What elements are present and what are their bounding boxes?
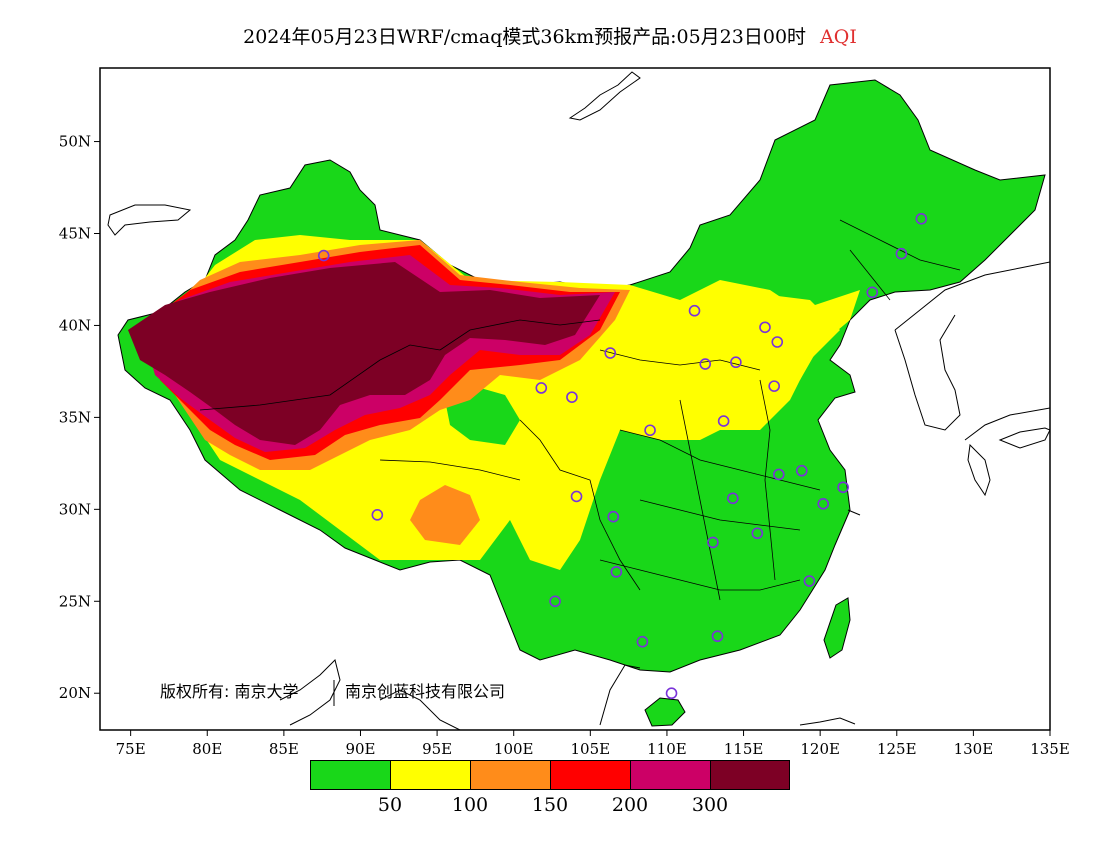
x-tick-label: 100E <box>494 740 534 758</box>
legend-swatch <box>550 760 630 790</box>
x-tick-label: 105E <box>571 740 611 758</box>
region-aqi-maroon <box>128 262 600 445</box>
legend-swatch <box>390 760 470 790</box>
map-title: 2024年05月23日WRF/cmaq模式36km预报产品:05月23日00时 A… <box>0 22 1100 49</box>
taiwan-island <box>823 597 851 659</box>
x-tick-label: 90E <box>345 740 375 758</box>
station-marker <box>915 212 928 225</box>
y-tick-label: 25N <box>59 592 91 610</box>
station-marker <box>570 490 583 503</box>
station-marker <box>535 382 548 394</box>
station-marker <box>727 492 739 505</box>
station-marker <box>751 527 764 540</box>
legend-label: 100 <box>451 794 489 816</box>
x-tick-label: 135E <box>1030 740 1070 758</box>
station-marker <box>837 481 849 494</box>
y-tick-label: 40N <box>59 316 91 334</box>
station-marker <box>636 635 649 648</box>
x-tick-label: 115E <box>724 740 764 758</box>
station-marker <box>610 566 623 578</box>
color-legend <box>310 760 790 792</box>
hainan-island <box>644 697 686 727</box>
legend-swatch <box>710 760 790 790</box>
station-marker <box>768 380 780 392</box>
station-marker <box>665 687 678 700</box>
x-tick-label: 130E <box>954 740 994 758</box>
copyright-left: 版权所有: 南京大学 <box>160 682 298 701</box>
x-axis: 75E 80E 85E 90E 95E 100E 105E 110E 115E 120E 125E 1… <box>116 730 1070 758</box>
legend-swatch <box>310 760 390 790</box>
legend-swatch <box>470 760 550 790</box>
y-tick-label: 35N <box>59 408 91 426</box>
station-marker <box>371 509 384 521</box>
legend-labels: 50 100 150 200 300 <box>310 794 790 818</box>
title-variable: AQI <box>820 26 857 48</box>
x-tick-label: 95E <box>422 740 452 758</box>
station-marker <box>549 595 561 608</box>
legend-label: 200 <box>611 794 649 816</box>
legend-label: 50 <box>377 794 403 816</box>
x-tick-label: 125E <box>877 740 917 758</box>
station-marker <box>817 498 830 510</box>
y-axis: 20N 25N 30N 35N 40N 45N 50N <box>59 133 100 702</box>
region-aqi-orange-patch <box>410 485 480 545</box>
station-marker <box>895 247 908 260</box>
legend-label: 150 <box>531 794 569 816</box>
x-tick-label: 75E <box>116 740 146 758</box>
y-tick-label: 50N <box>59 133 91 151</box>
station-marker <box>866 286 879 299</box>
copyright-right: 南京创蓝科技有限公司 <box>345 682 505 701</box>
station-marker <box>803 575 816 587</box>
station-marker <box>707 536 719 549</box>
station-marker <box>717 415 730 427</box>
station-marker <box>772 468 785 481</box>
province-boundaries <box>199 219 961 601</box>
coastlines <box>107 71 1050 730</box>
station-marker <box>699 358 712 370</box>
y-tick-label: 20N <box>59 684 91 702</box>
map-frame <box>99 67 1051 731</box>
station-marker <box>688 304 701 317</box>
station-marker <box>730 356 742 369</box>
x-tick-label: 80E <box>192 740 222 758</box>
station-marker <box>795 464 808 477</box>
station-marker <box>711 630 724 643</box>
x-tick-label: 85E <box>269 740 299 758</box>
x-tick-label: 120E <box>800 740 840 758</box>
station-marker <box>607 510 620 523</box>
station-marker <box>317 249 330 262</box>
station-marker <box>771 336 784 348</box>
monitoring-stations <box>317 212 928 700</box>
station-marker <box>604 347 617 359</box>
station-marker <box>759 321 771 334</box>
station-marker <box>566 391 578 403</box>
x-tick-label: 110E <box>647 740 687 758</box>
legend-label: 300 <box>691 794 729 816</box>
legend-swatch <box>630 760 710 790</box>
y-tick-label: 45N <box>59 225 91 243</box>
station-marker <box>644 424 656 437</box>
y-tick-label: 30N <box>59 500 91 518</box>
title-main: 2024年05月23日WRF/cmaq模式36km预报产品:05月23日00时 <box>243 26 807 48</box>
region-aqi-yellow-north <box>690 295 840 430</box>
